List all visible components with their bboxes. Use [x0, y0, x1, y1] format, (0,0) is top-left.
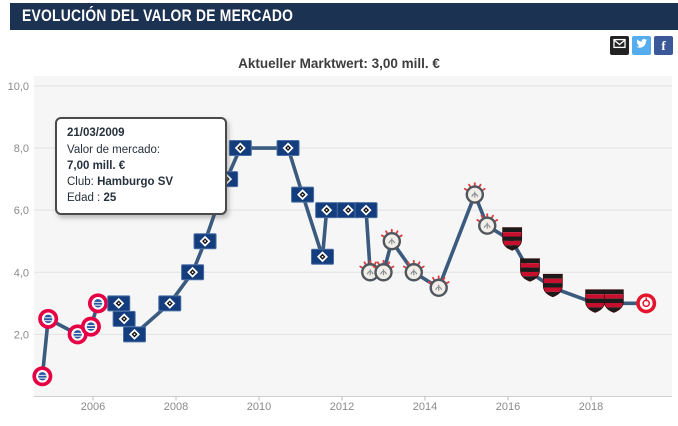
tooltip-club-row: Club: Hamburgo SV [67, 176, 174, 188]
x-axis-label: 2016 [496, 401, 520, 413]
corinthians-logo-marker[interactable] [463, 182, 486, 204]
share-buttons: f [610, 36, 673, 55]
current-market-value-title: Aktueller Marktwert: 3,00 mill. € [238, 56, 440, 71]
facebook-icon: f [661, 37, 666, 53]
hamburger-sv-logo-marker[interactable] [112, 310, 136, 327]
x-axis-label: 2014 [413, 401, 437, 413]
twitter-share-button[interactable] [632, 36, 651, 55]
email-share-button[interactable] [610, 36, 629, 55]
x-axis-label: 2012 [330, 401, 354, 413]
x-axis-label: 2018 [579, 401, 603, 413]
bayern-munich-logo-marker[interactable] [80, 316, 101, 337]
x-axis-label: 2010 [247, 401, 271, 413]
y-axis-label: 6,0 [14, 205, 29, 217]
bayern-munich-logo-marker[interactable] [38, 308, 59, 329]
tooltip-market-value-row: Valor de mercado: 7,00 mill. € [67, 144, 161, 172]
hamburger-sv-logo-marker[interactable] [158, 295, 182, 312]
corinthians-logo-marker[interactable] [476, 213, 499, 235]
hamburger-sv-logo-marker[interactable] [310, 248, 334, 265]
envelope-icon [613, 37, 626, 55]
hamburger-sv-logo-marker[interactable] [107, 295, 131, 312]
hamburger-sv-logo-marker[interactable] [228, 140, 252, 157]
flamengo-logo-marker[interactable] [520, 258, 540, 282]
tooltip-date: 21/03/2009 [67, 127, 125, 139]
y-axis-label: 10,0 [8, 81, 29, 93]
tooltip-age-row: Edad : 25 [67, 192, 117, 204]
x-axis-label: 2006 [81, 401, 105, 413]
hamburger-sv-logo-marker[interactable] [181, 264, 205, 281]
corinthians-logo-marker[interactable] [372, 259, 395, 282]
y-axis-label: 4,0 [14, 267, 29, 279]
flamengo-logo-marker[interactable] [603, 289, 624, 313]
hamburger-sv-logo-marker[interactable] [276, 140, 300, 157]
widget-header: EVOLUCIÓN DEL VALOR DE MERCADO [10, 3, 678, 30]
hamburger-sv-logo-marker[interactable] [291, 186, 315, 203]
corinthians-logo-marker[interactable] [402, 259, 425, 282]
y-axis-label: 8,0 [14, 143, 29, 155]
facebook-share-button[interactable]: f [654, 36, 673, 55]
x-axis-label: 2008 [164, 401, 188, 413]
flamengo-logo-marker[interactable] [502, 227, 523, 251]
twitter-bird-icon [635, 37, 648, 55]
hamburger-sv-logo-marker[interactable] [193, 233, 217, 250]
bayern-munich-logo-marker[interactable] [87, 293, 108, 314]
widget-title: EVOLUCIÓN DEL VALOR DE MERCADO [22, 7, 294, 25]
hamburger-sv-logo-marker[interactable] [123, 326, 146, 343]
corinthians-logo-marker[interactable] [380, 228, 403, 251]
bayern-munich-logo-marker[interactable] [32, 366, 53, 387]
flamengo-logo-marker[interactable] [542, 273, 563, 298]
y-axis-label: 2,0 [14, 329, 29, 341]
corinthians-logo-marker[interactable] [427, 275, 450, 297]
hamburger-sv-logo-marker[interactable] [354, 202, 378, 219]
chart-tooltip: 21/03/2009 Valor de mercado: 7,00 mill. … [55, 117, 227, 215]
internacional-logo-marker[interactable] [636, 293, 657, 314]
hamburger-sv-logo-marker[interactable] [315, 202, 339, 219]
